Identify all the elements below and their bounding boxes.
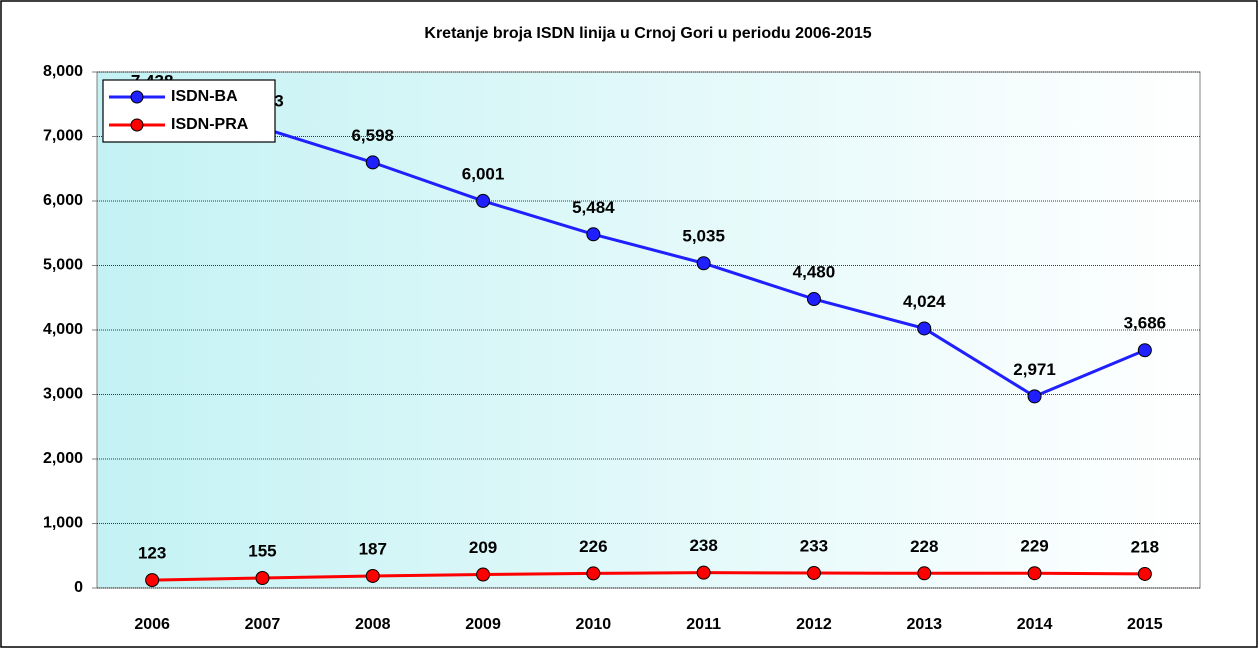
series-line [152, 571, 1145, 582]
data-label: 5,035 [682, 227, 725, 246]
data-label: 4,480 [793, 263, 836, 282]
data-point [917, 566, 932, 581]
data-label: 229 [1020, 537, 1048, 556]
series-line [151, 106, 1146, 399]
data-point [476, 193, 491, 208]
data-label: 6,598 [351, 126, 394, 145]
x-tick-label: 2012 [796, 616, 832, 633]
data-point [806, 565, 821, 580]
data-point [365, 155, 380, 170]
x-tick-label: 2009 [465, 616, 501, 633]
x-tick-label: 2006 [134, 616, 170, 633]
data-point [1027, 566, 1042, 581]
x-tick-label: 2014 [1017, 616, 1053, 633]
data-label: 233 [800, 536, 828, 555]
data-label: 187 [359, 539, 387, 558]
y-tick-label: 3,000 [43, 386, 83, 403]
data-point [476, 567, 491, 582]
data-point [696, 565, 711, 580]
x-tick-label: 2011 [686, 616, 721, 633]
data-point [586, 227, 601, 242]
data-point [917, 321, 932, 336]
data-label: 226 [579, 537, 607, 556]
data-point [1027, 389, 1042, 404]
legend-marker [130, 90, 144, 104]
legend-label: ISDN-PRA [171, 116, 249, 133]
legend-box [102, 79, 276, 143]
data-label: 4,024 [903, 292, 946, 311]
legend-label: ISDN-BA [171, 88, 238, 105]
data-label: 155 [248, 541, 276, 560]
chart-title: Kretanje broja ISDN linija u Crnoj Gori … [424, 25, 871, 42]
data-point [145, 573, 160, 588]
x-tick-label: 2008 [355, 616, 391, 633]
data-label: 5,484 [572, 198, 615, 217]
y-tick-label: 0 [74, 579, 83, 596]
x-tick-label: 2013 [906, 616, 942, 633]
data-point [696, 256, 711, 271]
data-label: 6,001 [462, 164, 505, 183]
y-tick-label: 2,000 [43, 450, 83, 467]
y-tick-label: 5,000 [43, 257, 83, 274]
x-tick-label: 2015 [1127, 616, 1163, 633]
data-label: 3,686 [1124, 314, 1167, 333]
x-tick-label: 2007 [245, 616, 281, 633]
data-label: 238 [689, 536, 717, 555]
y-tick-label: 6,000 [43, 192, 83, 209]
data-point [1137, 343, 1152, 358]
data-label: 2,971 [1013, 360, 1056, 379]
data-label: 218 [1131, 537, 1159, 556]
y-tick-label: 4,000 [43, 321, 83, 338]
data-point [586, 566, 601, 581]
y-tick-label: 8,000 [43, 63, 83, 80]
data-point [806, 292, 821, 307]
y-tick-label: 7,000 [43, 128, 83, 145]
data-label: 123 [138, 544, 166, 563]
data-label: 228 [910, 537, 938, 556]
data-point [255, 571, 270, 586]
data-point [1137, 566, 1152, 581]
plot-area [96, 71, 1201, 589]
data-label: 209 [469, 538, 497, 557]
legend: ISDN-BA ISDN-PRA [102, 79, 276, 143]
x-tick-label: 2010 [576, 616, 612, 633]
y-tick-label: 1,000 [43, 515, 83, 532]
data-point [365, 568, 380, 583]
legend-marker [130, 118, 144, 132]
